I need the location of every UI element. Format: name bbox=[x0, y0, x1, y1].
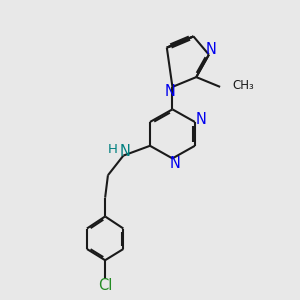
Text: N: N bbox=[196, 112, 206, 127]
Text: H: H bbox=[108, 143, 118, 156]
Text: Cl: Cl bbox=[98, 278, 112, 293]
Text: N: N bbox=[165, 85, 176, 100]
Text: N: N bbox=[119, 144, 130, 159]
Text: N: N bbox=[169, 156, 180, 171]
Text: CH₃: CH₃ bbox=[232, 79, 254, 92]
Text: N: N bbox=[206, 42, 217, 57]
